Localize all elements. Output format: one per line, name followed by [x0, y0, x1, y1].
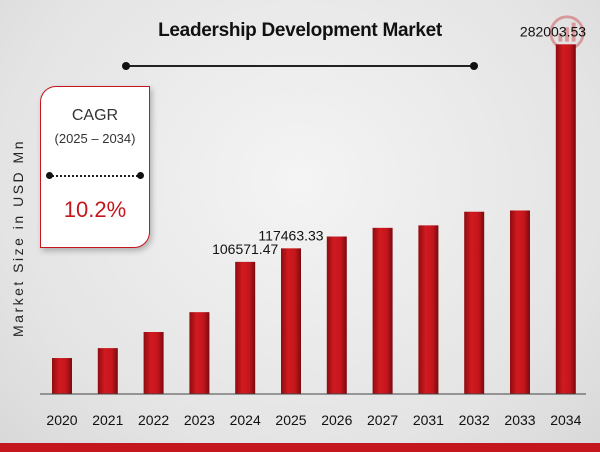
bar-2020	[52, 358, 72, 394]
bar-2026	[326, 236, 347, 394]
bottom-accent-bar	[0, 443, 600, 452]
x-tick-label-2034: 2034	[550, 412, 581, 428]
x-tick-label-2032: 2032	[459, 412, 490, 428]
bar-2031	[418, 225, 439, 394]
cagr-range: (2025 – 2034)	[54, 131, 136, 146]
cagr-callout: CAGR (2025 – 2034) 10.2%	[40, 86, 150, 248]
cagr-divider	[46, 172, 144, 179]
cagr-divider-right-dot	[137, 172, 144, 179]
x-tick-label-2022: 2022	[138, 412, 169, 428]
x-tick-label-2020: 2020	[46, 412, 77, 428]
title-rule-right-dot	[470, 62, 478, 70]
cagr-divider-left-dot	[46, 172, 53, 179]
bar-2032	[464, 211, 485, 394]
bar-2022	[143, 332, 164, 394]
x-tick-label-2024: 2024	[230, 412, 261, 428]
bar-2027	[372, 227, 393, 394]
bar-2024	[235, 261, 256, 394]
x-tick-label-2021: 2021	[92, 412, 123, 428]
data-label-2025: 117463.33	[258, 227, 323, 243]
bar-2033	[510, 210, 530, 394]
bar-2025	[281, 248, 301, 394]
data-label-2034: 282003.53	[520, 23, 586, 39]
x-tick-label-2026: 2026	[321, 412, 352, 428]
bar-2034	[555, 44, 576, 395]
cagr-label: CAGR	[71, 107, 119, 124]
cagr-value: 10.2%	[63, 197, 127, 222]
x-tick-label-2027: 2027	[367, 412, 398, 428]
x-tick-label-2031: 2031	[413, 412, 444, 428]
bar-2021	[97, 348, 118, 394]
title-underline	[122, 62, 478, 70]
data-label-2024: 106571.47	[212, 241, 278, 257]
x-tick-label-2025: 2025	[275, 412, 306, 428]
x-tick-label-2033: 2033	[504, 412, 535, 428]
x-tick-label-2023: 2023	[184, 412, 215, 428]
bar-2023	[189, 312, 210, 394]
title-rule-left-dot	[122, 62, 130, 70]
chart-title: Leadership Development Market	[158, 20, 442, 41]
